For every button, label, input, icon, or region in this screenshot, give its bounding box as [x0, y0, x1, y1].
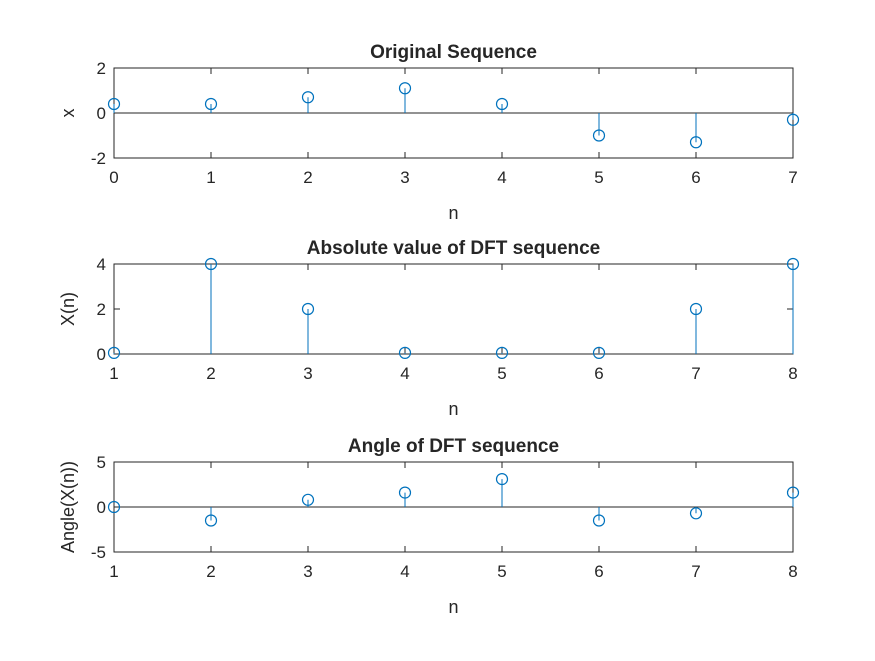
- stem-marker: [398, 486, 412, 499]
- y-tick-label: 5: [97, 453, 106, 472]
- x-tick-label: 4: [400, 364, 409, 383]
- x-tick-label: 6: [594, 562, 603, 581]
- stem-marker: [592, 346, 606, 359]
- y-tick-label: 0: [97, 345, 106, 364]
- y-tick-label: 4: [97, 255, 106, 274]
- x-tick-label: 2: [303, 168, 312, 187]
- stem-marker: [495, 97, 509, 111]
- stem-marker: [592, 129, 606, 142]
- x-tick-label: 3: [400, 168, 409, 187]
- x-tick-label: 4: [400, 562, 409, 581]
- stem-marker: [689, 507, 703, 520]
- subplot-title: Original Sequence: [370, 42, 537, 63]
- stem-marker: [301, 493, 315, 506]
- stem-marker: [786, 257, 800, 271]
- x-tick-label: 1: [109, 364, 118, 383]
- y-axis-label: X(n): [58, 292, 78, 326]
- x-tick-label: 7: [691, 562, 700, 581]
- y-tick-label: 0: [97, 498, 106, 517]
- subplot-2: 1 2 3 4 5 6 7 8 0 2 4 Absolute value of DFT sequenc…: [58, 238, 800, 419]
- x-tick-label: 0: [109, 168, 118, 187]
- x-tick-label: 8: [788, 364, 797, 383]
- stem-marker: [786, 113, 800, 126]
- y-tick-label: 2: [97, 300, 106, 319]
- y-tick-label: -2: [91, 149, 106, 168]
- stem-marker: [592, 514, 606, 527]
- y-axis-label: x: [58, 109, 78, 118]
- stem-marker: [107, 346, 121, 359]
- y-tick-label: 0: [97, 104, 106, 123]
- x-tick-label: 6: [594, 364, 603, 383]
- x-axis-label: n: [448, 597, 458, 617]
- stem-marker: [689, 302, 703, 316]
- stem-marker: [689, 136, 703, 149]
- x-tick-label: 6: [691, 168, 700, 187]
- stem-marker: [786, 486, 800, 499]
- x-tick-label: 7: [788, 168, 797, 187]
- subplot-title: Absolute value of DFT sequence: [307, 238, 601, 259]
- x-tick-label: 2: [206, 364, 215, 383]
- stem-marker: [301, 91, 315, 104]
- stem-marker: [398, 82, 412, 95]
- x-tick-label: 4: [497, 168, 506, 187]
- x-tick-label: 3: [303, 364, 312, 383]
- x-tick-label: 5: [594, 168, 603, 187]
- subplot-title: Angle of DFT sequence: [348, 436, 559, 457]
- x-tick-label: 2: [206, 562, 215, 581]
- stem-marker: [107, 97, 121, 111]
- stem-marker: [204, 257, 218, 271]
- stem-marker: [107, 500, 121, 514]
- stem-marker: [495, 346, 509, 359]
- x-tick-label: 1: [206, 168, 215, 187]
- subplot-3: 1 2 3 4 5 6 7 8 -5 0 5 Angle of DFT sequence n Angle(…: [58, 436, 800, 617]
- stem-marker: [204, 97, 218, 111]
- x-tick-label: 1: [109, 562, 118, 581]
- stem-marker: [204, 514, 218, 527]
- x-tick-label: 3: [303, 562, 312, 581]
- stem-marker: [301, 302, 315, 316]
- x-tick-label: 5: [497, 562, 506, 581]
- stem-marker: [398, 346, 412, 359]
- y-tick-label: 2: [97, 59, 106, 78]
- x-tick-label: 8: [788, 562, 797, 581]
- axes-box: [113, 263, 794, 355]
- x-axis-label: n: [448, 203, 458, 223]
- y-axis-label: Angle(X(n)): [58, 461, 78, 553]
- stem-marker: [495, 473, 509, 486]
- x-tick-label: 7: [691, 364, 700, 383]
- x-tick-label: 5: [497, 364, 506, 383]
- y-tick-label: -5: [91, 543, 106, 562]
- x-axis-label: n: [448, 399, 458, 419]
